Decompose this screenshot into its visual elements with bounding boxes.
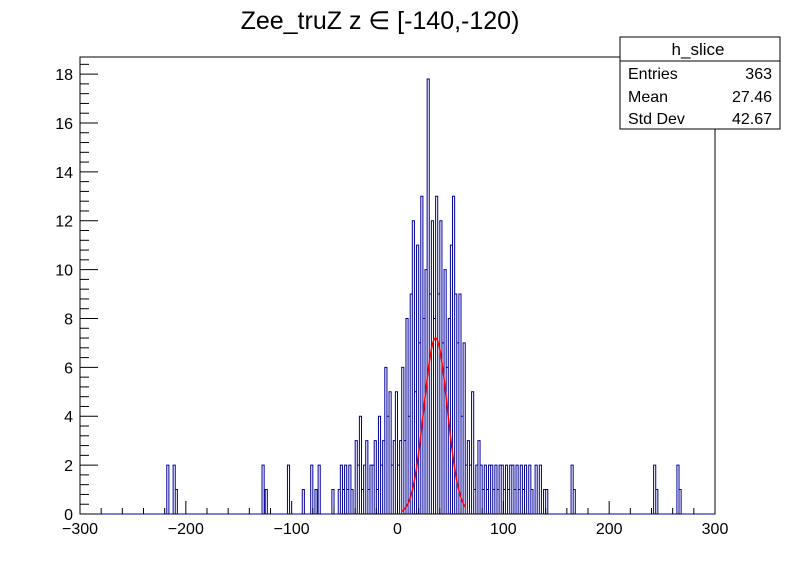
x-tick-label: −300 bbox=[62, 521, 98, 538]
chart-title: Zee_truZ z ∈ [-140,-120) bbox=[241, 7, 520, 35]
histogram-outline bbox=[80, 78, 715, 515]
stats-box-title: h_slice bbox=[672, 40, 725, 59]
stats-stddev-label: Std Dev bbox=[628, 111, 685, 128]
stats-box-border bbox=[619, 36, 781, 130]
y-tick-label: 10 bbox=[55, 263, 73, 280]
y-tick-label: 16 bbox=[55, 116, 73, 133]
y-tick-label: 2 bbox=[64, 458, 73, 475]
y-tick-label: 12 bbox=[55, 214, 73, 231]
y-tick-label: 6 bbox=[64, 360, 73, 377]
fit-curve bbox=[401, 337, 466, 513]
y-tick-label: 4 bbox=[64, 409, 73, 426]
stats-box: h_slice Entries 363 Mean 27.46 Std Dev 4… bbox=[619, 36, 781, 130]
x-tick-label: 200 bbox=[596, 521, 623, 538]
x-tick-label: −200 bbox=[168, 521, 204, 538]
x-tick-label: −100 bbox=[274, 521, 310, 538]
x-tick-label: 300 bbox=[702, 521, 729, 538]
x-tick-label: 100 bbox=[490, 521, 517, 538]
histogram-bars bbox=[80, 78, 715, 515]
y-tick-label: 18 bbox=[55, 67, 73, 84]
stats-entries-value: 363 bbox=[745, 66, 772, 83]
axes: −300 −200 −100 0 100 200 300 0 2 4 6 8 10 12 14 16 18 bbox=[55, 63, 729, 538]
stats-mean-label: Mean bbox=[628, 89, 668, 106]
stats-stddev-value: 42.67 bbox=[732, 111, 772, 128]
x-tick-label: 0 bbox=[393, 521, 402, 538]
y-tick-label: 8 bbox=[64, 311, 73, 328]
y-tick-label: 0 bbox=[64, 507, 73, 524]
stats-mean-value: 27.46 bbox=[732, 89, 772, 106]
y-tick-label: 14 bbox=[55, 165, 73, 182]
stats-entries-label: Entries bbox=[628, 66, 678, 83]
